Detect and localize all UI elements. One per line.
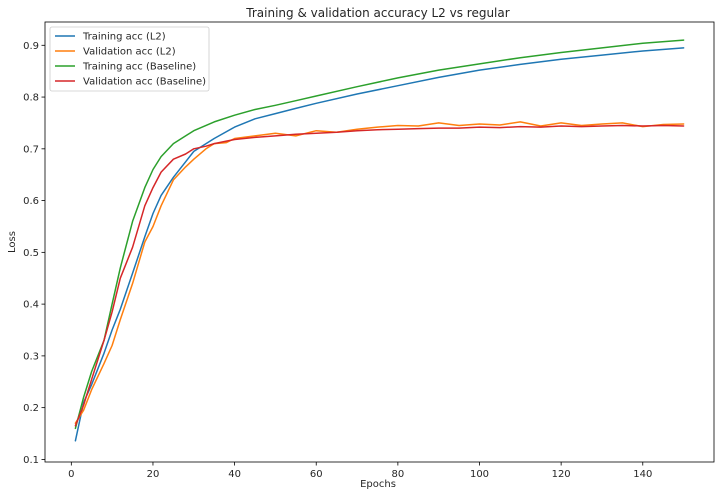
y-tick-label: 0.8 bbox=[23, 93, 39, 104]
y-tick-label: 0.1 bbox=[23, 455, 39, 466]
y-tick-label: 0.5 bbox=[23, 248, 39, 259]
series-line-validation-acc-baseline bbox=[74, 124, 685, 427]
series-lines bbox=[74, 39, 685, 442]
y-tick-label: 0.7 bbox=[23, 144, 39, 155]
x-tick-label: 0 bbox=[68, 469, 74, 480]
x-axis-label: Epochs bbox=[360, 479, 396, 490]
x-tick-label: 40 bbox=[228, 469, 241, 480]
plot-area-frame bbox=[44, 21, 715, 463]
legend-label: Validation acc (L2) bbox=[83, 47, 176, 58]
legend-box bbox=[49, 26, 210, 92]
y-tick-label: 0.9 bbox=[23, 41, 39, 52]
legend-label: Validation acc (Baseline) bbox=[83, 77, 206, 88]
chart-title: Training & validation accuracy L2 vs reg… bbox=[245, 6, 509, 20]
x-tick-label: 20 bbox=[147, 469, 160, 480]
y-tick-label: 0.2 bbox=[23, 403, 39, 414]
y-axis-label: Loss bbox=[7, 231, 18, 253]
y-tick-label: 0.3 bbox=[23, 351, 39, 362]
x-tick-label: 140 bbox=[633, 469, 652, 480]
series-line-training-acc-l2 bbox=[74, 47, 685, 442]
legend: Training acc (L2) Validation acc (L2) Trai… bbox=[49, 26, 210, 92]
y-tick-label: 0.4 bbox=[23, 300, 39, 311]
legend-label: Training acc (L2) bbox=[82, 32, 166, 43]
y-axis: 0.1 0.2 0.3 0.4 0.5 0.6 0.7 0.8 0.9 bbox=[23, 41, 45, 466]
x-tick-label: 100 bbox=[470, 469, 489, 480]
x-axis: 0 20 40 60 80 100 120 140 bbox=[68, 462, 652, 480]
x-tick-label: 60 bbox=[310, 469, 323, 480]
legend-label: Training acc (Baseline) bbox=[82, 62, 196, 73]
x-tick-label: 80 bbox=[392, 469, 405, 480]
series-line-validation-acc-l2 bbox=[74, 121, 685, 424]
series-line-training-acc-baseline bbox=[74, 39, 685, 430]
y-tick-label: 0.6 bbox=[23, 196, 39, 207]
x-tick-label: 120 bbox=[552, 469, 571, 480]
